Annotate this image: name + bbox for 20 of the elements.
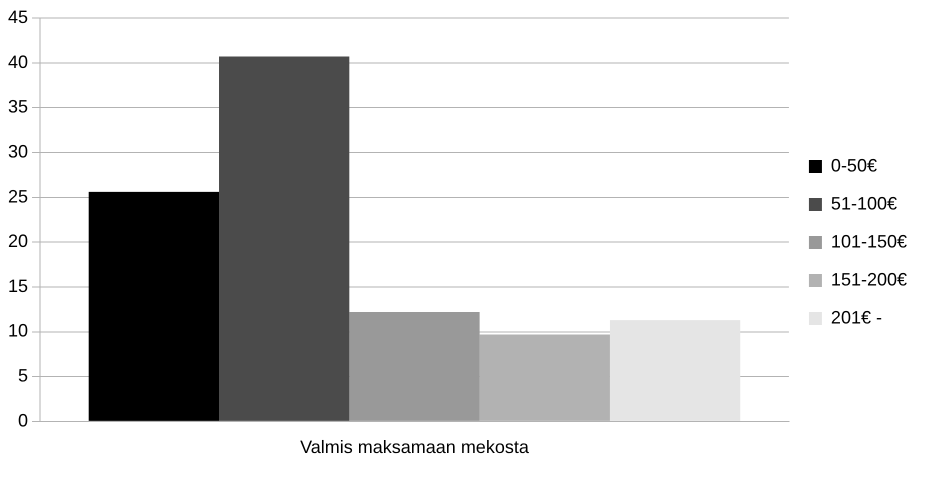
y-tick-label: 45 [8,6,28,27]
bar [610,320,740,421]
legend-label: 0-50€ [830,155,877,176]
y-tick-label: 25 [8,186,28,206]
y-tick-label: 30 [8,141,28,162]
legend-label: 151-200€ [830,269,908,290]
y-tick-label: 0 [18,410,28,430]
y-tick-label: 10 [8,320,28,341]
y-tick-label: 40 [8,52,28,72]
y-tick-label: 5 [18,366,28,386]
legend-label: 201€ - [830,307,882,328]
y-tick-label: 15 [8,276,28,296]
y-tick-label: 35 [8,96,28,117]
bar [88,192,220,421]
x-tick-label: Valmis maksamaan mekosta [300,437,530,458]
bar [349,312,480,421]
y-tick-label: 20 [8,231,28,252]
bar [219,56,350,421]
legend-label: 101-150€ [830,231,908,252]
legend-label: 51-100€ [830,193,897,214]
